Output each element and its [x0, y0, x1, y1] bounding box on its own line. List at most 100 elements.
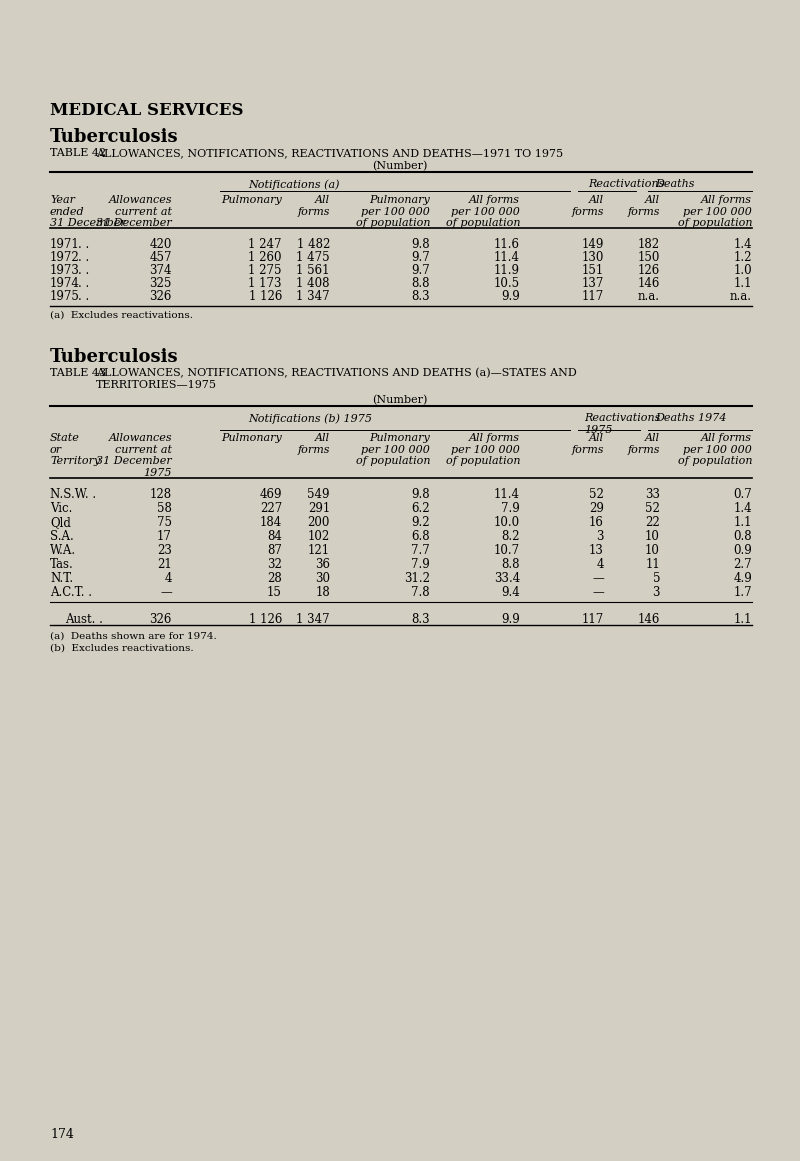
Text: 4: 4 — [597, 558, 604, 571]
Text: 1 126: 1 126 — [249, 613, 282, 626]
Text: 29: 29 — [589, 502, 604, 515]
Text: 126: 126 — [638, 264, 660, 277]
Text: 33.4: 33.4 — [494, 572, 520, 585]
Text: 121: 121 — [308, 545, 330, 557]
Text: 8.8: 8.8 — [502, 558, 520, 571]
Text: TABLE 42: TABLE 42 — [50, 147, 106, 158]
Text: All
forms: All forms — [571, 433, 604, 455]
Text: 130: 130 — [582, 251, 604, 264]
Text: Pulmonary: Pulmonary — [222, 195, 282, 205]
Text: 84: 84 — [267, 531, 282, 543]
Text: 11.4: 11.4 — [494, 251, 520, 264]
Text: 7.9: 7.9 — [411, 558, 430, 571]
Text: 1 260: 1 260 — [249, 251, 282, 264]
Text: 291: 291 — [308, 502, 330, 515]
Text: N.S.W. .: N.S.W. . — [50, 488, 96, 502]
Text: 7.9: 7.9 — [502, 502, 520, 515]
Text: 0.7: 0.7 — [734, 488, 752, 502]
Text: 8.3: 8.3 — [411, 613, 430, 626]
Text: 469: 469 — [259, 488, 282, 502]
Text: (b)  Excludes reactivations.: (b) Excludes reactivations. — [50, 644, 194, 652]
Text: Reactivations
1975: Reactivations 1975 — [584, 413, 660, 434]
Text: . .: . . — [78, 290, 90, 303]
Text: Notifications (b) 1975: Notifications (b) 1975 — [248, 413, 372, 424]
Text: 10: 10 — [645, 545, 660, 557]
Text: TERRITORIES—1975: TERRITORIES—1975 — [96, 380, 217, 390]
Text: . .: . . — [78, 238, 90, 251]
Text: 75: 75 — [157, 515, 172, 529]
Text: 9.9: 9.9 — [502, 613, 520, 626]
Text: 6.8: 6.8 — [411, 531, 430, 543]
Text: . .: . . — [78, 264, 90, 277]
Text: 326: 326 — [150, 290, 172, 303]
Text: 149: 149 — [582, 238, 604, 251]
Text: 325: 325 — [150, 277, 172, 290]
Text: N.T.: N.T. — [50, 572, 73, 585]
Text: . .: . . — [78, 251, 90, 264]
Text: 1 408: 1 408 — [297, 277, 330, 290]
Text: 1.1: 1.1 — [734, 613, 752, 626]
Text: All forms
per 100 000
of population: All forms per 100 000 of population — [678, 433, 752, 467]
Text: 52: 52 — [589, 488, 604, 502]
Text: All
forms: All forms — [571, 195, 604, 217]
Text: 8.2: 8.2 — [502, 531, 520, 543]
Text: Pulmonary
per 100 000
of population: Pulmonary per 100 000 of population — [355, 195, 430, 229]
Text: 146: 146 — [638, 277, 660, 290]
Text: 23: 23 — [157, 545, 172, 557]
Text: 1 347: 1 347 — [296, 613, 330, 626]
Text: All
forms: All forms — [627, 195, 660, 217]
Text: Deaths: Deaths — [655, 179, 694, 189]
Text: 9.8: 9.8 — [411, 238, 430, 251]
Text: 10.0: 10.0 — [494, 515, 520, 529]
Text: 1972: 1972 — [50, 251, 80, 264]
Text: 11.4: 11.4 — [494, 488, 520, 502]
Text: Deaths 1974: Deaths 1974 — [655, 413, 726, 423]
Text: (a)  Excludes reactivations.: (a) Excludes reactivations. — [50, 311, 193, 320]
Text: 374: 374 — [150, 264, 172, 277]
Text: 11: 11 — [646, 558, 660, 571]
Text: 420: 420 — [150, 238, 172, 251]
Text: 1 561: 1 561 — [297, 264, 330, 277]
Text: Qld: Qld — [50, 515, 71, 529]
Text: 18: 18 — [315, 586, 330, 599]
Text: 1.1: 1.1 — [734, 515, 752, 529]
Text: 1.1: 1.1 — [734, 277, 752, 290]
Text: 21: 21 — [158, 558, 172, 571]
Text: 0.9: 0.9 — [734, 545, 752, 557]
Text: 3: 3 — [597, 531, 604, 543]
Text: All
forms: All forms — [298, 433, 330, 455]
Text: 13: 13 — [589, 545, 604, 557]
Text: All forms
per 100 000
of population: All forms per 100 000 of population — [446, 195, 520, 229]
Text: Notifications (a): Notifications (a) — [248, 179, 339, 189]
Text: 200: 200 — [308, 515, 330, 529]
Text: 58: 58 — [157, 502, 172, 515]
Text: (a)  Deaths shown are for 1974.: (a) Deaths shown are for 1974. — [50, 632, 217, 641]
Text: 1 126: 1 126 — [249, 290, 282, 303]
Text: 117: 117 — [582, 613, 604, 626]
Text: 7.7: 7.7 — [411, 545, 430, 557]
Text: 1.4: 1.4 — [734, 238, 752, 251]
Text: 1.2: 1.2 — [734, 251, 752, 264]
Text: 10.5: 10.5 — [494, 277, 520, 290]
Text: 15: 15 — [267, 586, 282, 599]
Text: 150: 150 — [638, 251, 660, 264]
Text: Pulmonary
per 100 000
of population: Pulmonary per 100 000 of population — [355, 433, 430, 467]
Text: State
or
Territory: State or Territory — [50, 433, 100, 467]
Text: 17: 17 — [157, 531, 172, 543]
Text: 22: 22 — [646, 515, 660, 529]
Text: 9.8: 9.8 — [411, 488, 430, 502]
Text: 457: 457 — [150, 251, 172, 264]
Text: —: — — [592, 572, 604, 585]
Text: W.A.: W.A. — [50, 545, 76, 557]
Text: TABLE 43: TABLE 43 — [50, 368, 106, 378]
Text: ALLOWANCES, NOTIFICATIONS, REACTIVATIONS AND DEATHS (a)—STATES AND: ALLOWANCES, NOTIFICATIONS, REACTIVATIONS… — [96, 368, 577, 378]
Text: 52: 52 — [645, 502, 660, 515]
Text: 9.7: 9.7 — [411, 264, 430, 277]
Text: 5: 5 — [653, 572, 660, 585]
Text: All forms
per 100 000
of population: All forms per 100 000 of population — [678, 195, 752, 229]
Text: —: — — [160, 586, 172, 599]
Text: Pulmonary: Pulmonary — [222, 433, 282, 444]
Text: 182: 182 — [638, 238, 660, 251]
Text: Allowances
current at
31 December: Allowances current at 31 December — [96, 195, 172, 229]
Text: 102: 102 — [308, 531, 330, 543]
